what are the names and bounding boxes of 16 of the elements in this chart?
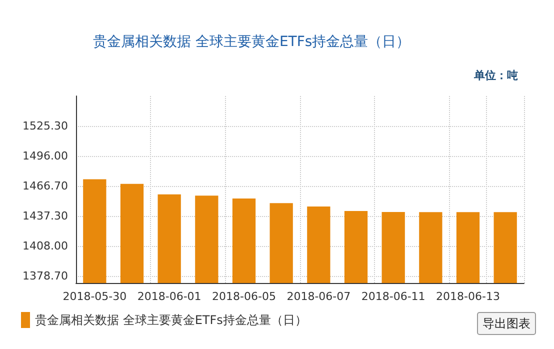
- legend-label: 贵金属相关数据 全球主要黄金ETFs持金总量（日）: [35, 313, 307, 327]
- y-tick-label: 1525.30: [22, 119, 68, 132]
- y-tick-label: 1496.00: [22, 149, 68, 162]
- x-tick-label: 2018-06-11: [361, 290, 426, 303]
- y-tick-label: 1378.70: [22, 270, 68, 283]
- y-axis-title: 单位：吨: [473, 69, 518, 82]
- chart-title: 贵金属相关数据 全球主要黄金ETFs持金总量（日）: [93, 34, 410, 50]
- text: 导出图表: [482, 316, 530, 330]
- x-tick-label: 2018-06-13: [436, 290, 500, 303]
- x-tick-label: 2018-06-07: [286, 290, 351, 303]
- y-tick-label: 1408.00: [22, 240, 68, 253]
- y-tick-label: 1466.70: [22, 179, 68, 192]
- y-tick-label: 1437.30: [22, 210, 68, 223]
- x-tick-label: 2018-06-05: [212, 290, 276, 303]
- x-tick-label: 2018-05-30: [62, 290, 127, 303]
- x-tick-label: 2018-06-01: [137, 290, 202, 303]
